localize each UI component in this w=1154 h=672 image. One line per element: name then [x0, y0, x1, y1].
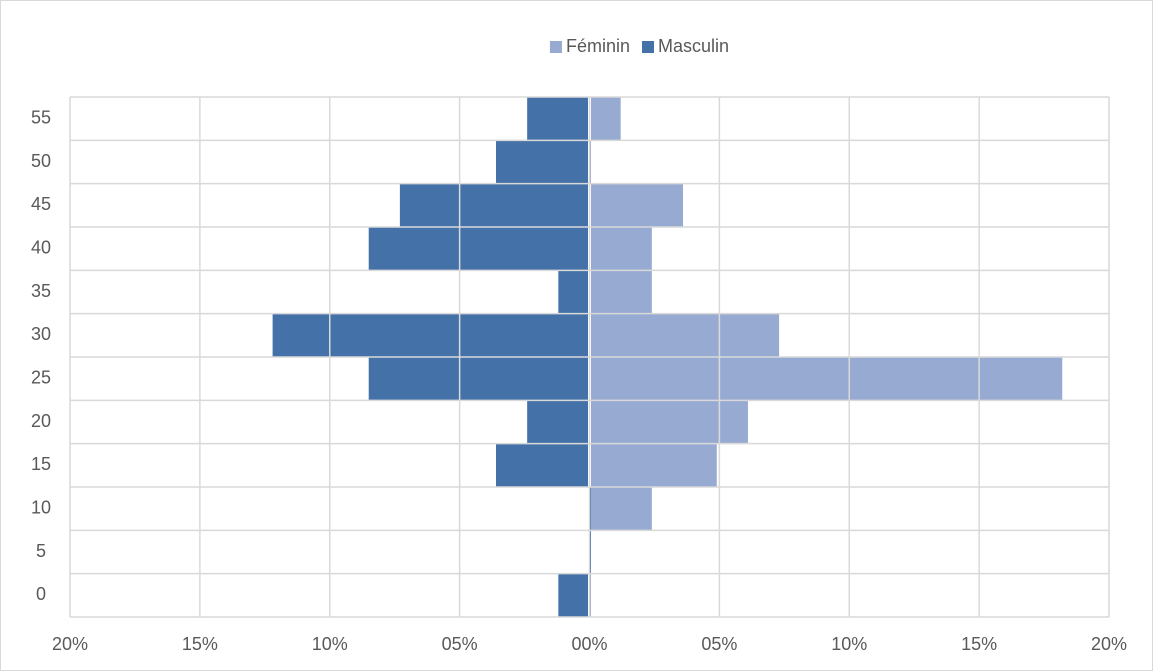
bar	[558, 270, 588, 314]
x-tick-label: 05%	[701, 634, 737, 654]
x-tick-label: 20%	[1091, 634, 1127, 654]
legend-label: Masculin	[658, 36, 729, 56]
x-tick-label: 10%	[312, 634, 348, 654]
y-tick-label: 50	[31, 151, 51, 171]
bar	[527, 400, 588, 444]
x-tick-label: 15%	[961, 634, 997, 654]
y-tick-label: 0	[36, 584, 46, 604]
bar	[368, 357, 588, 401]
bar	[495, 443, 588, 487]
x-tick-label: 15%	[182, 634, 218, 654]
x-tick-label: 05%	[442, 634, 478, 654]
bar	[591, 97, 621, 141]
y-tick-label: 40	[31, 237, 51, 257]
legend-swatch	[642, 41, 654, 53]
y-tick-label: 20	[31, 411, 51, 431]
bar	[272, 313, 588, 357]
bar	[495, 140, 588, 184]
bar	[591, 487, 652, 531]
bar	[591, 357, 1063, 401]
bar	[368, 227, 588, 271]
x-tick-label: 00%	[571, 634, 607, 654]
x-tick-label: 20%	[52, 634, 88, 654]
legend-swatch	[549, 41, 562, 53]
bar	[591, 183, 684, 227]
bar	[591, 313, 780, 357]
bar	[591, 443, 717, 487]
x-tick-label: 10%	[831, 634, 867, 654]
y-tick-label: 30	[31, 324, 51, 344]
y-tick-label: 35	[31, 281, 51, 301]
bar	[558, 573, 588, 617]
bar	[591, 400, 748, 444]
y-tick-label: 5	[36, 541, 46, 561]
bar	[591, 227, 652, 271]
bar	[527, 97, 588, 141]
y-tick-label: 45	[31, 194, 51, 214]
bar	[399, 183, 588, 227]
bar	[591, 270, 652, 314]
y-tick-label: 15	[31, 454, 51, 474]
y-tick-label: 10	[31, 497, 51, 517]
y-tick-label: 25	[31, 367, 51, 387]
y-tick-label: 55	[31, 107, 51, 127]
legend-label: Féminin	[566, 36, 630, 56]
